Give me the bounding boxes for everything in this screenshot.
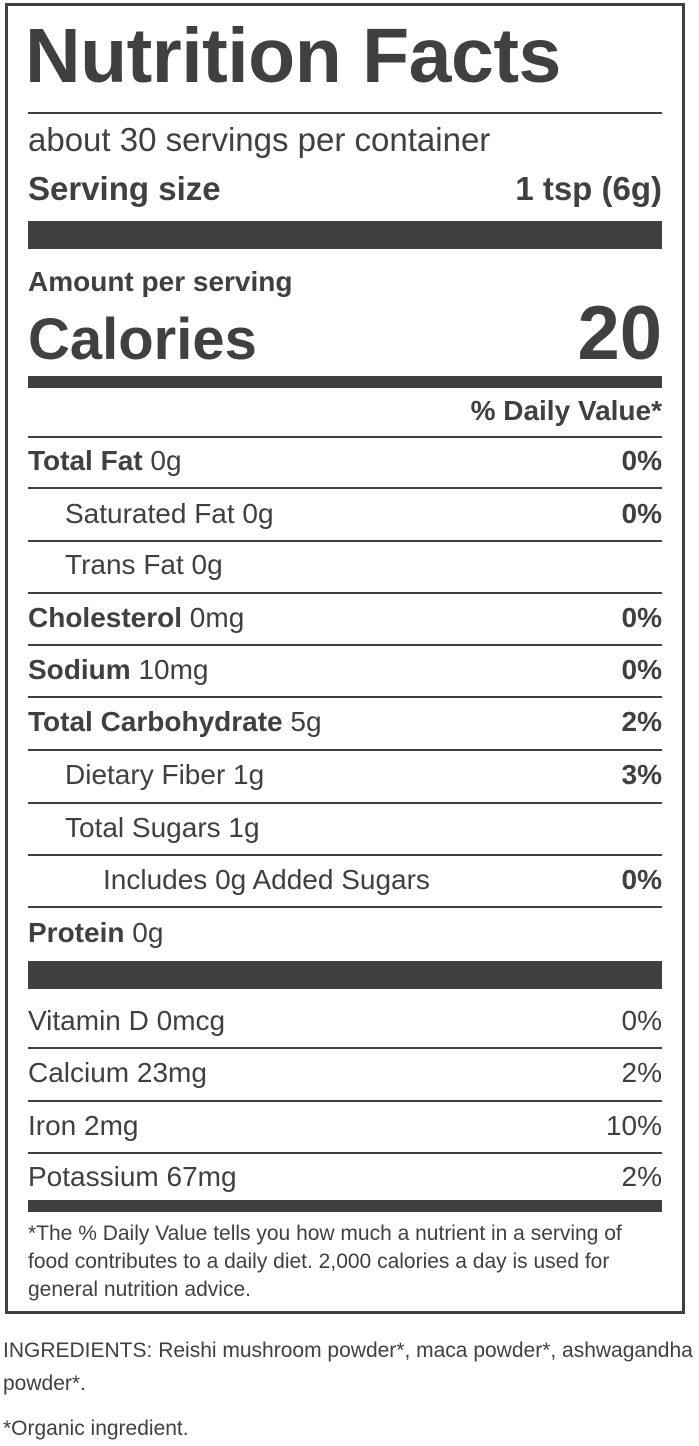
vitamin-dv: 2% [621,1161,662,1192]
divider [28,644,662,646]
divider [28,112,662,114]
vitamin-name: Iron 2mg [28,1110,139,1141]
calories-value: 20 [577,291,662,376]
vitamin-name: Calcium 23mg [28,1057,207,1088]
serving-size-row: Serving size 1 tsp (6g) [28,172,662,205]
vitamin-dv: 2% [621,1057,662,1088]
serving-size-label: Serving size [28,170,221,207]
vitamin-row-iron: Iron 2mg 10% [28,1100,662,1152]
nutrient-amount: 0g [124,917,164,948]
nutrient-dv: 0% [621,602,662,633]
nutrient-name: Dietary Fiber 1g [65,759,265,790]
nutrient-amount: 5g [282,706,322,737]
nutrient-amount: 10mg [130,654,209,685]
daily-value-footnote: *The % Daily Value tells you how much a … [28,1222,622,1301]
label-title: Nutrition Facts [25,13,561,99]
vitamin-dv: 10% [605,1110,662,1141]
vitamin-row-vitamin-d: Vitamin D 0mcg 0% [28,995,662,1047]
nutrient-amount: 0g [142,445,182,476]
nutrient-row-cholesterol: Cholesterol 0mg 0% [28,592,662,644]
vitamin-name: Potassium 67mg [28,1161,237,1192]
nutrient-row-trans-fat: Trans Fat 0g [28,539,662,591]
divider [28,696,662,698]
divider [28,436,662,438]
divider [28,906,662,908]
ingredients-statement: INGREDIENTS: Reishi mushroom powder*, ma… [3,1334,697,1400]
amount-per-serving: Amount per serving [28,266,293,297]
divider [28,592,662,594]
nutrient-dv: 3% [621,759,662,790]
nutrient-name: Includes 0g Added Sugars [103,864,430,895]
nutrient-name: Total Sugars 1g [65,812,260,843]
heavy-divider [28,961,662,989]
nutrient-dv: 0% [621,654,662,685]
thick-divider [28,376,662,388]
thick-divider [28,1200,662,1212]
nutrient-row-saturated-fat: Saturated Fat 0g 0% [28,488,662,540]
serving-size-value: 1 tsp (6g) [515,170,662,207]
nutrient-name: Trans Fat 0g [65,549,223,580]
nutrient-row-total-carbohydrate: Total Carbohydrate 5g 2% [28,696,662,748]
nutrient-dv: 0% [621,445,662,476]
nutrition-facts-label: Nutrition Facts about 30 servings per co… [5,3,685,1314]
nutrient-name: Protein [28,917,125,948]
nutrient-name: Total Fat [28,445,143,476]
servings-per-container: about 30 servings per container [28,121,491,158]
vitamin-row-calcium: Calcium 23mg 2% [28,1047,662,1099]
divider [28,1152,662,1154]
nutrient-row-dietary-fiber: Dietary Fiber 1g 3% [28,749,662,801]
vitamin-dv: 0% [621,1005,662,1036]
vitamin-name: Vitamin D 0mcg [28,1005,226,1036]
vitamin-row-potassium: Potassium 67mg 2% [28,1151,662,1203]
divider [28,802,662,804]
divider [28,854,662,856]
ingredients-text: Reishi mushroom powder*, maca powder*, a… [3,1339,693,1395]
nutrient-row-sodium: Sodium 10mg 0% [28,644,662,696]
divider [28,487,662,489]
nutrient-name: Cholesterol [28,602,183,633]
nutrient-dv: 2% [621,706,662,737]
ingredients-label: INGREDIENTS: [3,1339,153,1362]
divider [28,1047,662,1049]
nutrient-dv: 0% [621,498,662,529]
nutrient-name: Sodium [28,654,131,685]
nutrient-amount: 0mg [182,602,245,633]
nutrient-row-total-fat: Total Fat 0g 0% [28,435,662,487]
nutrient-name: Saturated Fat 0g [65,498,274,529]
divider [28,540,662,542]
daily-value-header: % Daily Value* [470,395,662,426]
nutrient-row-protein: Protein 0g [28,907,662,959]
nutrient-dv: 0% [621,864,662,895]
nutrient-name: Total Carbohydrate [28,706,283,737]
organic-note: *Organic ingredient. [3,1417,189,1440]
divider [28,1100,662,1102]
nutrient-row-added-sugars: Includes 0g Added Sugars 0% [28,854,662,906]
heavy-divider [28,221,662,249]
divider [28,749,662,751]
calories-label: Calories [28,307,257,372]
nutrient-row-total-sugars: Total Sugars 1g [28,802,662,854]
